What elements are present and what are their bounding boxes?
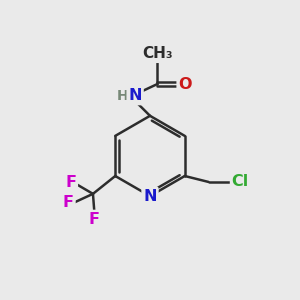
Text: Cl: Cl (232, 175, 249, 190)
Text: O: O (178, 76, 192, 92)
Text: CH₃: CH₃ (142, 46, 173, 61)
Text: N: N (128, 88, 142, 104)
Text: F: F (63, 195, 74, 210)
Text: F: F (65, 175, 76, 190)
Text: N: N (143, 189, 157, 204)
Text: F: F (89, 212, 100, 226)
Text: H: H (116, 89, 128, 103)
